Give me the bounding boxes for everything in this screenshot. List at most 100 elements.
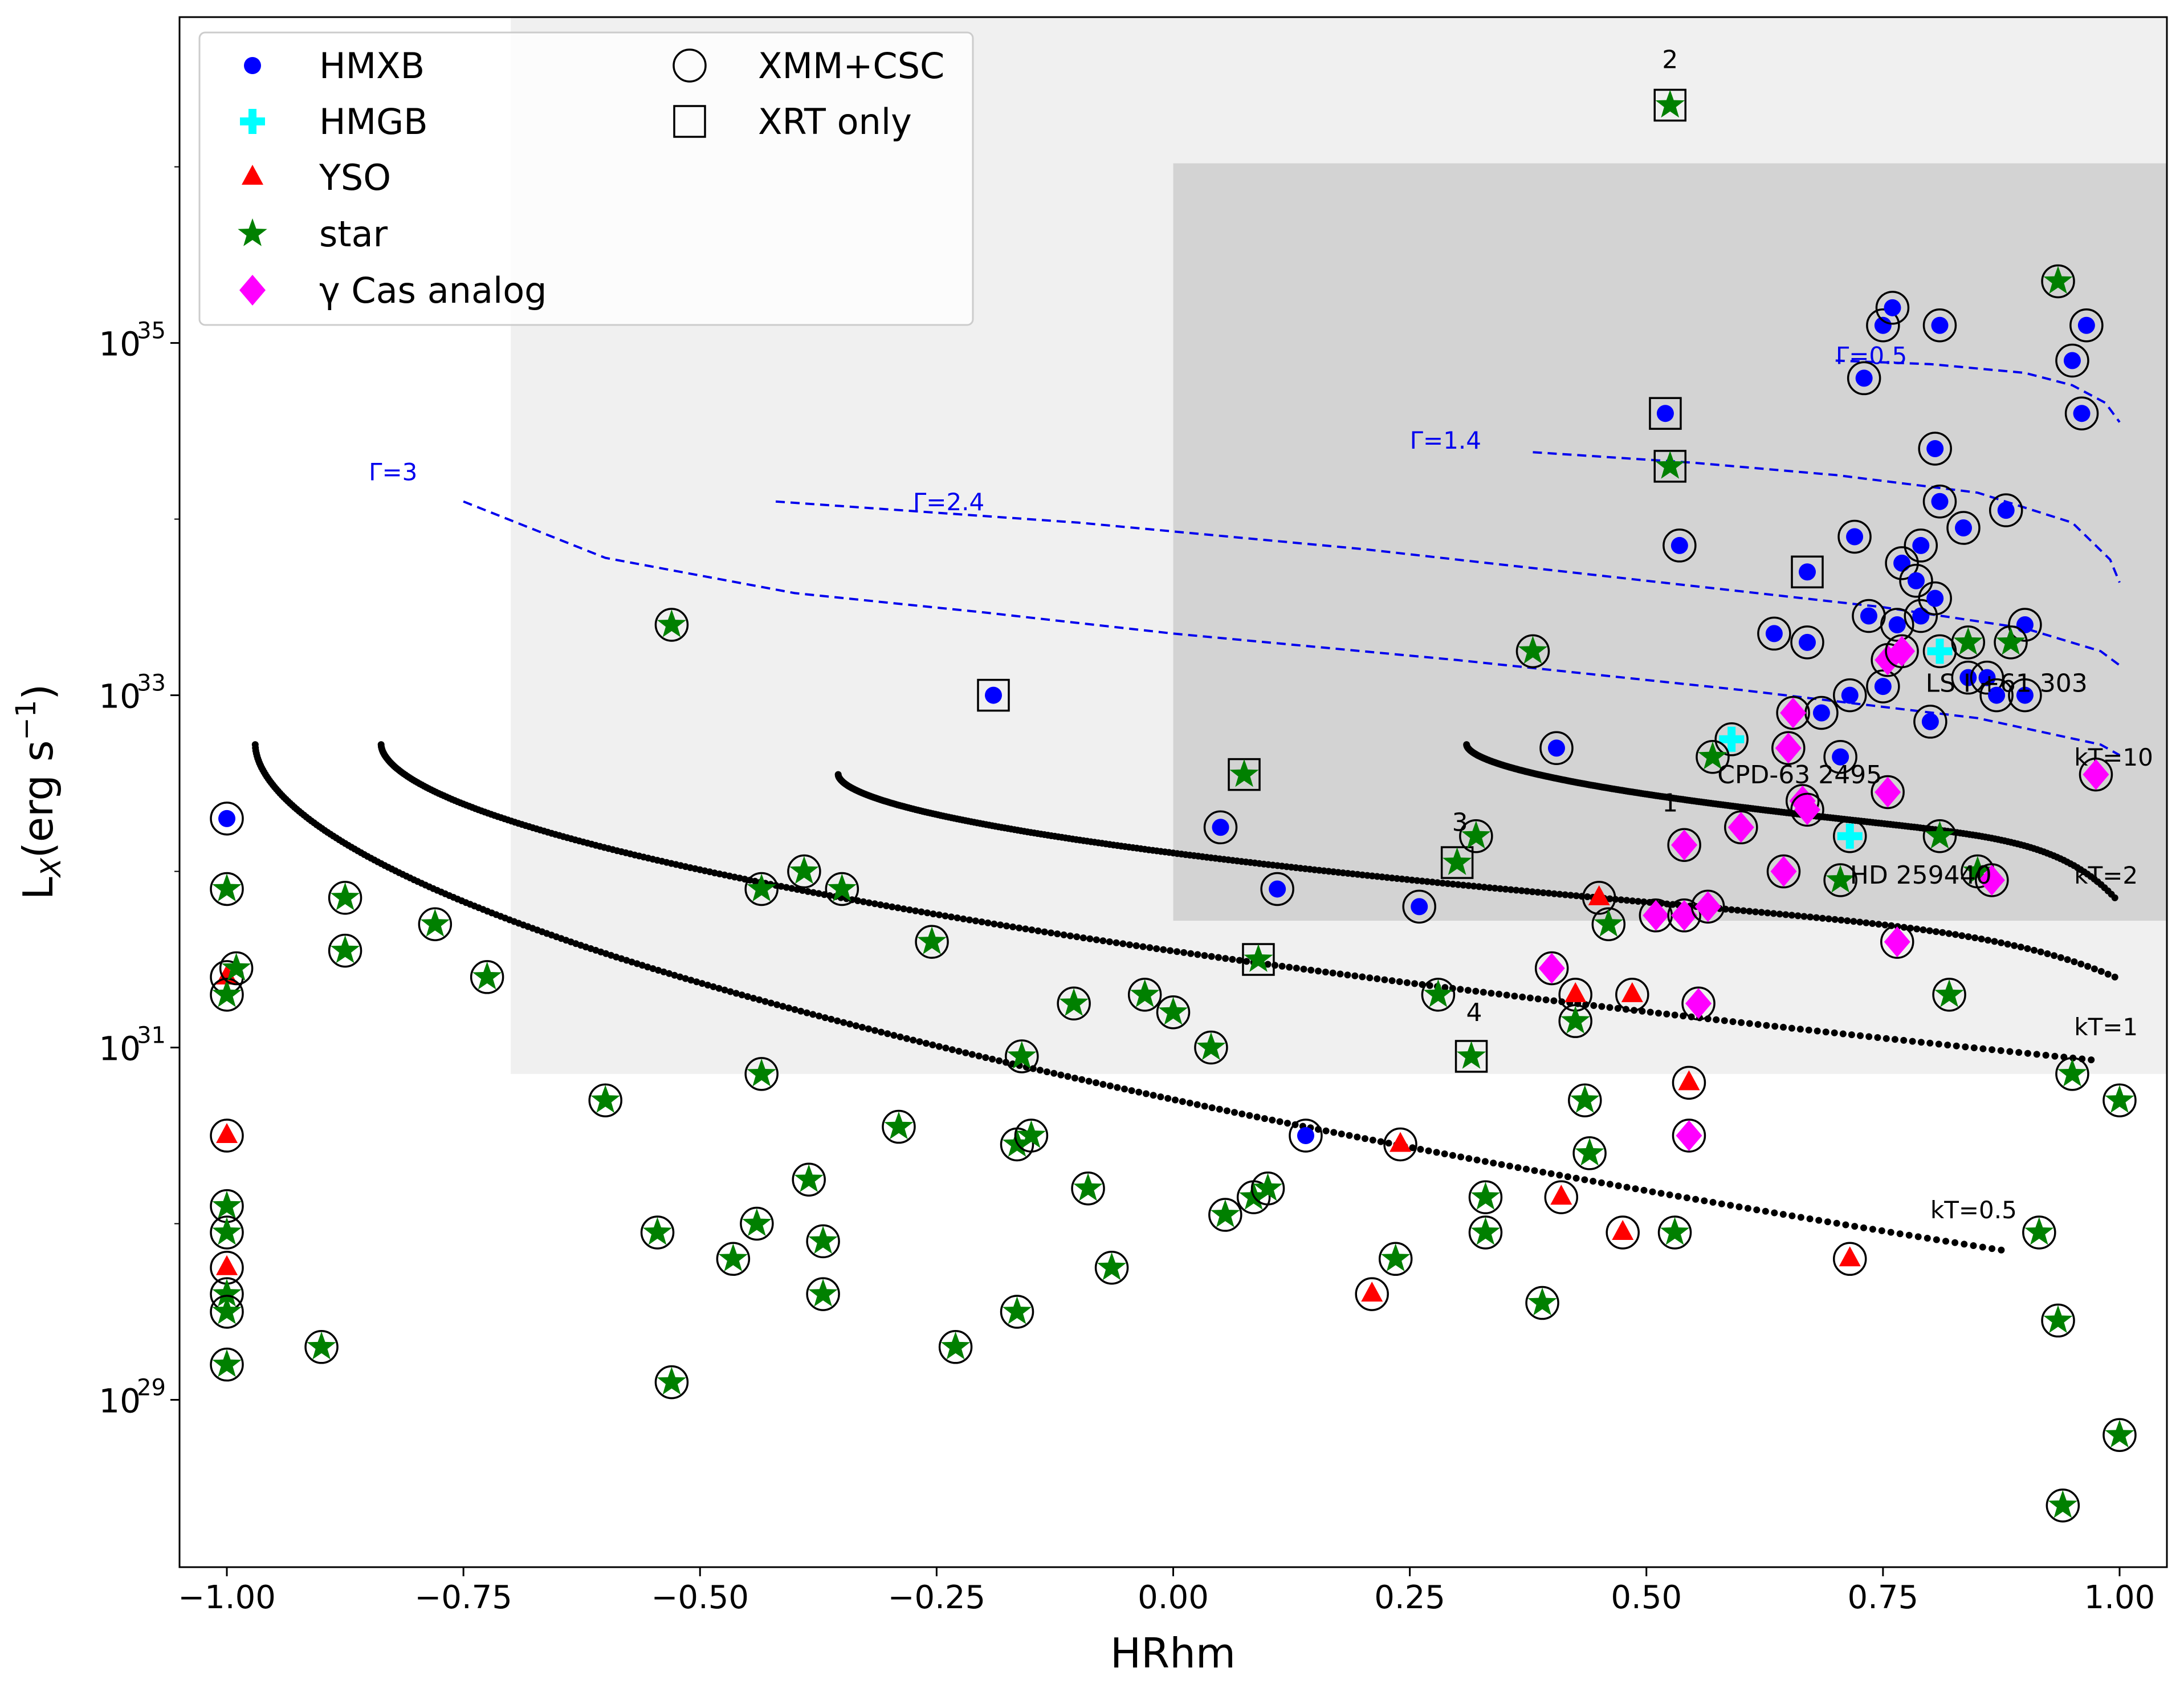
data-point-hmxb [1874,316,1892,334]
thermal-curve-point [854,897,861,904]
thermal-curve-point [1519,993,1526,1000]
thermal-curve-3 [377,741,2095,1064]
thermal-curve-point [1623,897,1631,904]
thermal-curve-point [1598,1179,1605,1186]
legend-item: γ Cas analog [239,270,547,311]
legend-marker [239,275,266,306]
thermal-curve-point [1863,919,1870,926]
thermal-curve-point [788,885,796,892]
thermal-curve-point [1666,1191,1673,1198]
thermal-curve-point [750,995,757,1002]
thermal-curve-point [1236,957,1243,964]
data-point-star [1461,820,1491,849]
thermal-curve-point [2077,961,2085,967]
thermal-curve-point [1085,1077,1093,1085]
thermal-curve-point [1905,1231,1913,1239]
thermal-curve-point [2088,1056,2095,1064]
thermal-curve-point [1788,912,1795,919]
thermal-curve-point [1917,1039,1925,1046]
point-outline [2102,1083,2137,1117]
data-point-star [1211,1199,1240,1227]
point-outline [470,960,504,994]
thermal-curve-point [1814,1027,1821,1035]
data-point-star [1570,1085,1600,1113]
thermal-curve-point [638,962,646,969]
thermal-curve-point [1093,1079,1099,1087]
point-outline [1681,986,1716,1021]
data-point-hmxb [1841,686,1859,704]
point-outline [1832,1242,1867,1276]
legend-marker [244,57,261,74]
thermal-curve-point [1584,893,1591,900]
thermal-curve-point [1449,880,1457,888]
y-tick-exponent: 29 [137,1374,166,1401]
thermal-curve-point [1878,1227,1885,1234]
thermal-curve-point [924,909,931,917]
thermal-curve-point [1701,1197,1708,1205]
thermal-curve-point [948,913,955,921]
thermal-curve-point [1513,886,1520,894]
point-outline [1260,872,1294,906]
source-label: CPD-63 2495 [1717,760,1882,790]
data-point-star [747,1058,776,1087]
point-outline [1832,678,1867,713]
data-point-gamma-cas [1775,733,1802,764]
thermal-curve-point [1887,1229,1894,1236]
point-outline [1667,828,1701,862]
thermal-curve-point [1167,947,1174,954]
thermal-curve-point [783,884,790,891]
thermal-curve-point [741,876,748,883]
data-point-star [1016,1120,1046,1148]
thermal-curve-point [996,1057,1003,1064]
thermal-curve-point [1403,876,1411,883]
y-axis-label-close: ) [14,684,62,700]
data-point-star [472,961,502,990]
legend-marker [673,105,706,138]
thermal-curve-point [1997,1047,2004,1054]
thermal-curve-point [1825,915,1832,922]
thermal-curve-point [649,965,657,973]
x-tick-label: 0.75 [1848,1579,1919,1616]
thermal-curve-point [1523,1165,1530,1173]
thermal-curve-point [2091,965,2098,973]
thermal-curve-point [1126,941,1133,949]
thermal-curve-point [1865,1033,1873,1040]
thermal-curve-point [1883,1035,1890,1042]
thermal-curve-point [1238,1111,1246,1117]
thermal-curve-1 [1463,741,2118,901]
point-outline [1866,308,1900,343]
data-point-gamma-cas [1671,900,1698,931]
data-point-gamma-cas [1889,636,1916,667]
thermal-curve-point [1754,1021,1762,1028]
point-outline [1000,1295,1034,1329]
thermal-curve-point [989,1055,996,1063]
thermal-curve-point [2017,943,2024,951]
thermal-curve-point [1875,921,1883,928]
data-point-hmxb [1926,589,1944,607]
thermal-curve-point [1614,1004,1621,1012]
thermal-curve-point [1837,917,1845,924]
legend-label: star [319,213,388,255]
thermal-curve-point [1788,1024,1795,1032]
thermal-curve-point [916,1038,923,1046]
thermal-curve-point [1958,932,1966,939]
thermal-curve-point [1426,982,1433,989]
point-outline [210,1118,244,1153]
y-axis-label: LX(erg s−1) [10,684,67,900]
data-point-hmxb [2016,686,2034,704]
thermal-curve-point [1617,896,1625,904]
thermal-curve-point [912,907,919,914]
thermal-curve-point [1351,972,1359,979]
x-tick-label: −1.00 [178,1579,276,1616]
thermal-curve-point [1057,1071,1065,1079]
thermal-curve-point [1028,926,1036,934]
thermal-curve-point [1229,955,1236,963]
thermal-curve-point [1848,1031,1855,1039]
y-tick-label: 10 [99,1030,141,1068]
thermal-curve-point [1590,1002,1598,1009]
data-point-hmxb [1411,898,1428,916]
thermal-curve-point [785,1004,792,1012]
x-tick-label: 0.25 [1374,1579,1445,1616]
point-outline [1127,978,1162,1012]
point-outline [210,1215,244,1250]
